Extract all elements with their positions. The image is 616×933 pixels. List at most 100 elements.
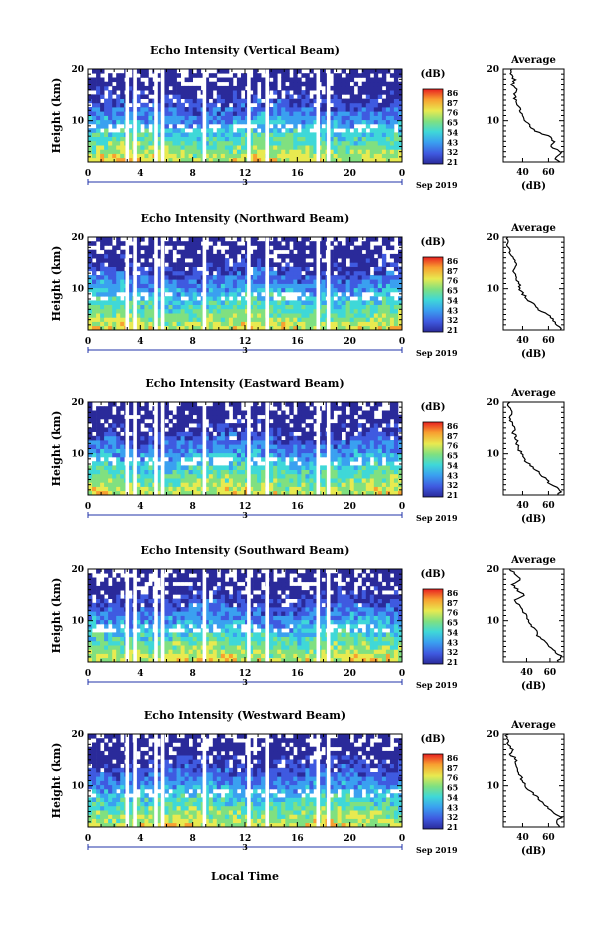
heatmap-cell — [374, 305, 378, 310]
heatmap-cell — [253, 116, 257, 121]
heatmap-cell — [253, 440, 257, 445]
heatmap-cell — [148, 254, 152, 259]
heatmap-cell — [273, 309, 277, 314]
heatmap-cell — [322, 288, 326, 293]
heatmap-cell — [112, 292, 116, 297]
heatmap-cell — [273, 262, 277, 267]
heatmap-cell — [342, 309, 346, 314]
heatmap-cell — [261, 453, 265, 458]
heatmap-cell — [233, 262, 237, 267]
heatmap-cell — [108, 292, 112, 297]
heatmap-cell — [362, 258, 366, 263]
heatmap-cell — [213, 470, 217, 475]
heatmap-cell — [390, 132, 394, 137]
heatmap-cell — [237, 482, 241, 487]
heatmap-cell — [100, 453, 104, 458]
heatmap-cell — [185, 275, 189, 280]
heatmap-cell — [334, 453, 338, 458]
heatmap-cell — [104, 99, 108, 104]
heatmap-cell — [305, 432, 309, 437]
panel-title: Echo Intensity (Eastward Beam) — [145, 377, 344, 390]
heatmap-cell — [338, 99, 342, 104]
heatmap-cell — [108, 288, 112, 293]
heatmap-cell — [221, 288, 225, 293]
heatmap-cell — [217, 317, 221, 322]
heatmap-cell — [261, 313, 265, 318]
heatmap-cell — [322, 279, 326, 284]
heatmap-cell — [269, 279, 273, 284]
heatmap-cell — [322, 271, 326, 276]
heatmap-cell — [293, 474, 297, 479]
heatmap-cell — [225, 482, 229, 487]
heatmap-cell — [297, 69, 301, 74]
heatmap-cell — [177, 427, 181, 432]
heatmap-cell — [334, 470, 338, 475]
heatmap-cell — [285, 317, 289, 322]
data-gap — [317, 69, 321, 162]
heatmap-cell — [269, 411, 273, 416]
heatmap-cell — [217, 107, 221, 112]
heatmap-cell — [297, 406, 301, 411]
heatmap-cell — [277, 432, 281, 437]
heatmap-cell — [120, 149, 124, 154]
heatmap-cell — [374, 436, 378, 441]
colorbar-label: 21 — [447, 325, 458, 335]
heatmap-cell — [197, 154, 201, 159]
heatmap-cell — [253, 313, 257, 318]
heatmap-cell — [285, 237, 289, 242]
heatmap-cell — [189, 296, 193, 301]
heatmap-cell — [100, 322, 104, 327]
heatmap-cell — [173, 427, 177, 432]
heatmap-cell — [261, 300, 265, 305]
heatmap-cell — [322, 478, 326, 483]
heatmap-cell — [116, 237, 120, 242]
heatmap-cell — [253, 419, 257, 424]
heatmap-cell — [209, 284, 213, 289]
heatmap-cell — [233, 474, 237, 479]
heatmap-cell — [112, 432, 116, 437]
heatmap-cell — [225, 145, 229, 150]
heatmap-cell — [269, 436, 273, 441]
heatmap-cell — [120, 465, 124, 470]
heatmap-cell — [217, 258, 221, 263]
heatmap-cell — [309, 478, 313, 483]
heatmap-cell — [374, 296, 378, 301]
heatmap-cell — [350, 317, 354, 322]
heatmap-cell — [394, 99, 398, 104]
heatmap-cell — [120, 258, 124, 263]
heatmap-cell — [136, 317, 140, 322]
heatmap-cell — [305, 271, 309, 276]
heatmap-cell — [88, 137, 92, 142]
heatmap-cell — [285, 107, 289, 112]
heatmap-cell — [334, 132, 338, 137]
heatmap-cell — [193, 313, 197, 318]
heatmap-cell — [382, 241, 386, 246]
heatmap-cell — [277, 402, 281, 407]
heatmap-cell — [173, 145, 177, 150]
heatmap-cell — [301, 432, 305, 437]
heatmap-cell — [350, 141, 354, 146]
heatmap-cell — [169, 440, 173, 445]
heatmap-cell — [165, 116, 169, 121]
heatmap-cell — [233, 300, 237, 305]
heatmap-cell — [116, 449, 120, 454]
heatmap-cell — [305, 284, 309, 289]
heatmap-cell — [297, 482, 301, 487]
heatmap-cell — [366, 436, 370, 441]
heatmap-cell — [269, 453, 273, 458]
heatmap-cell — [92, 86, 96, 91]
heatmap-cell — [185, 453, 189, 458]
heatmap-cell — [362, 436, 366, 441]
profile-y-tick-label: 20 — [486, 233, 499, 243]
heatmap-cell — [217, 453, 221, 458]
heatmap-cell — [370, 90, 374, 95]
heatmap-cell — [229, 279, 233, 284]
heatmap-cell — [382, 132, 386, 137]
heatmap-cell — [197, 317, 201, 322]
heatmap-cell — [334, 406, 338, 411]
heatmap-cell — [338, 116, 342, 121]
heatmap-cell — [112, 482, 116, 487]
x-tick-label: 0 — [399, 169, 405, 179]
heatmap-cell — [394, 141, 398, 146]
heatmap-cell — [273, 461, 277, 466]
